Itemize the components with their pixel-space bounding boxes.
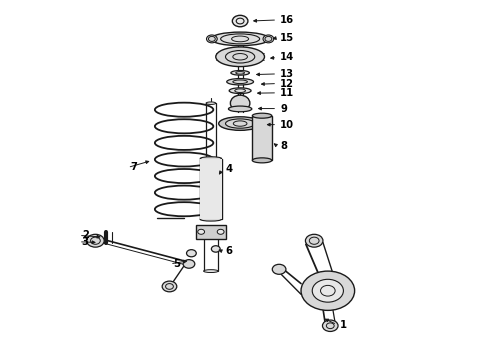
Ellipse shape [229,88,251,94]
Ellipse shape [211,32,270,46]
Text: 12: 12 [280,78,294,89]
Ellipse shape [252,113,272,118]
Ellipse shape [231,71,249,75]
Text: 1: 1 [340,320,347,330]
Bar [196,225,225,239]
Circle shape [301,271,355,310]
Text: 3: 3 [82,237,89,247]
Bar [200,158,221,219]
Text: 6: 6 [225,247,233,256]
Text: 16: 16 [280,15,294,25]
Text: 8: 8 [280,141,287,151]
Ellipse shape [206,35,217,43]
Bar [252,116,272,160]
Text: 2: 2 [82,230,89,240]
Circle shape [272,264,286,274]
Circle shape [162,281,177,292]
Ellipse shape [200,217,221,221]
Ellipse shape [219,117,262,130]
Ellipse shape [228,106,252,112]
Text: 5: 5 [173,259,180,269]
Ellipse shape [200,157,221,160]
Text: 14: 14 [280,53,294,63]
Ellipse shape [203,270,218,273]
Text: 4: 4 [225,164,233,174]
Text: 13: 13 [280,69,294,79]
Text: 15: 15 [280,33,294,43]
Text: 10: 10 [280,120,294,130]
Circle shape [211,246,220,252]
Circle shape [183,260,195,268]
Ellipse shape [225,119,255,128]
Circle shape [305,234,323,247]
Circle shape [217,229,224,234]
Circle shape [232,15,248,27]
Circle shape [322,320,338,332]
Text: 11: 11 [280,88,294,98]
Circle shape [198,229,204,234]
Ellipse shape [230,95,250,111]
Text: 7: 7 [130,162,137,172]
Ellipse shape [252,158,272,163]
Circle shape [312,279,343,302]
Circle shape [87,234,104,247]
Ellipse shape [206,102,216,104]
Ellipse shape [216,47,265,67]
Ellipse shape [263,35,274,43]
Text: 9: 9 [280,104,287,113]
Circle shape [187,249,196,257]
Ellipse shape [227,78,253,85]
